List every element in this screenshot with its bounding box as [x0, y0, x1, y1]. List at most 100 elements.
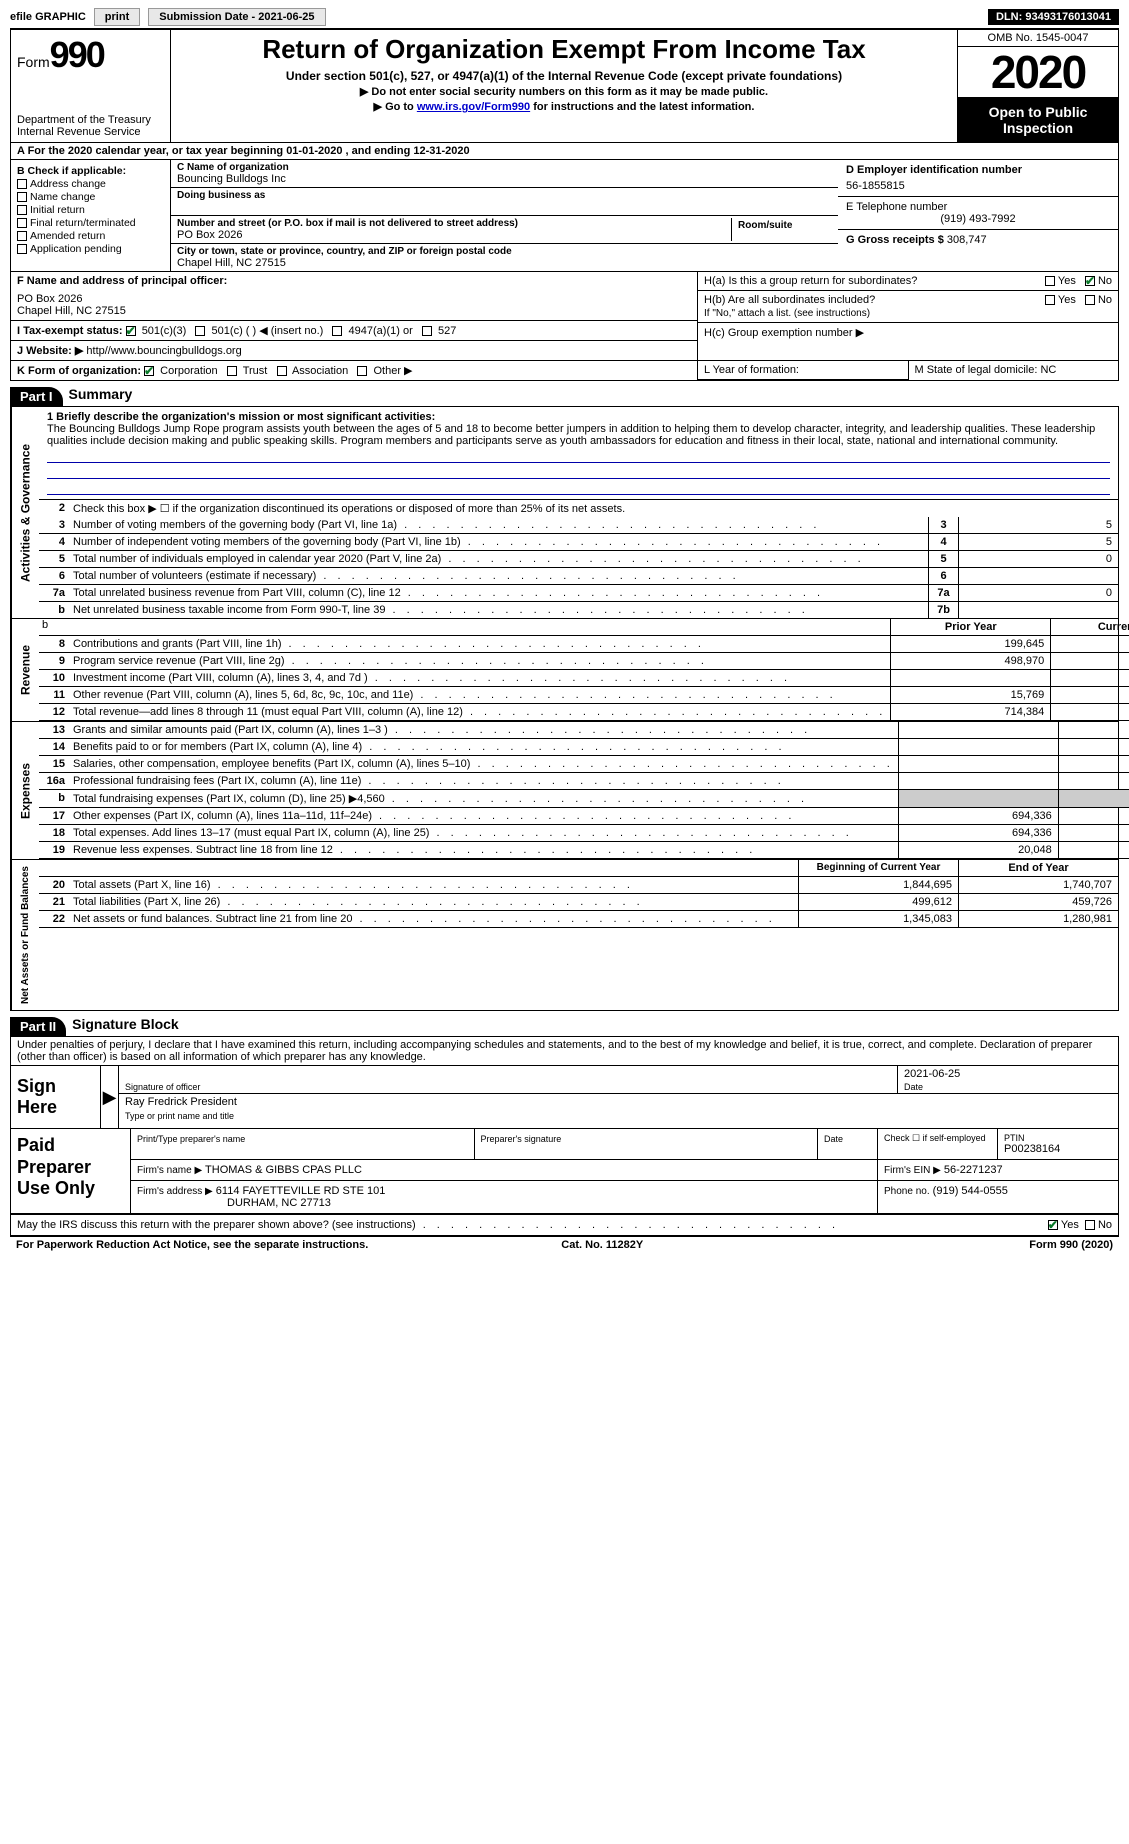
chk-corporation[interactable] [144, 366, 154, 376]
discuss-yes[interactable] [1048, 1220, 1058, 1230]
print-button[interactable]: print [94, 8, 140, 26]
box-m: M State of legal domicile: NC [909, 361, 1119, 380]
data-row: 17Other expenses (Part IX, column (A), l… [39, 808, 1129, 825]
data-row: 14Benefits paid to or for members (Part … [39, 739, 1129, 756]
ein-label: D Employer identification number [846, 164, 1110, 176]
hb-yes[interactable] [1045, 295, 1055, 305]
firm-addr1: 6114 FAYETTEVILLE RD STE 101 [216, 1185, 386, 1197]
officer-group-block: F Name and address of principal officer:… [10, 272, 1119, 361]
page-footer: For Paperwork Reduction Act Notice, see … [10, 1236, 1119, 1253]
chk-address-change[interactable]: Address change [17, 178, 164, 190]
ha-no[interactable] [1085, 276, 1095, 286]
activities-governance-section: Activities & Governance 1 Briefly descri… [10, 407, 1119, 619]
firm-addr-label: Firm's address ▶ [137, 1186, 213, 1197]
expenses-section: Expenses 13Grants and similar amounts pa… [10, 722, 1119, 860]
gross-receipts-label: G Gross receipts $ [846, 234, 944, 246]
chk-final-return[interactable]: Final return/terminated [17, 217, 164, 229]
org-name-label: C Name of organization [177, 162, 832, 173]
prep-name-label: Print/Type preparer's name [137, 1134, 245, 1144]
chk-association[interactable] [277, 366, 287, 376]
line-a-tax-year: A For the 2020 calendar year, or tax yea… [10, 143, 1119, 160]
irs-link[interactable]: www.irs.gov/Form990 [417, 101, 530, 113]
box-de: D Employer identification number 56-1855… [838, 160, 1118, 271]
note-ssn: ▶ Do not enter social security numbers o… [179, 85, 949, 98]
dln-label: DLN: 93493176013041 [988, 9, 1119, 25]
officer-name-title: Ray Fredrick President [125, 1096, 237, 1108]
perjury-declaration: Under penalties of perjury, I declare th… [10, 1037, 1119, 1066]
mission-text: The Bouncing Bulldogs Jump Rope program … [47, 423, 1110, 447]
name-title-label: Type or print name and title [125, 1111, 234, 1121]
discuss-no[interactable] [1085, 1220, 1095, 1230]
phone-value: (919) 493-7992 [846, 213, 1110, 225]
data-row: 15Salaries, other compensation, employee… [39, 756, 1129, 773]
sign-here-label: Sign Here [11, 1066, 101, 1128]
form-title: Return of Organization Exempt From Incom… [179, 34, 949, 65]
form-subtitle: Under section 501(c), 527, or 4947(a)(1)… [179, 69, 949, 83]
sig-date-label: Date [904, 1082, 923, 1092]
dba-label: Doing business as [177, 190, 832, 201]
box-i: I Tax-exempt status: 501(c)(3) 501(c) ( … [11, 321, 697, 341]
footer-left: For Paperwork Reduction Act Notice, see … [16, 1239, 368, 1251]
sign-arrow-icon: ▶ [101, 1066, 119, 1128]
chk-name-change[interactable]: Name change [17, 191, 164, 203]
hb-no[interactable] [1085, 295, 1095, 305]
box-h: H(a) Is this a group return for subordin… [698, 272, 1118, 360]
signature-block: Sign Here ▶ Signature of officer 2021-06… [10, 1066, 1119, 1215]
chk-application-pending[interactable]: Application pending [17, 243, 164, 255]
form-header: Form990 Department of the Treasury Inter… [10, 29, 1119, 143]
box-b-header: B Check if applicable: [17, 165, 164, 177]
chk-other[interactable] [357, 366, 367, 376]
governance-row: 6Total number of volunteers (estimate if… [39, 568, 1118, 585]
revenue-section: Revenue b Prior Year Current Year 8Contr… [10, 619, 1119, 722]
department-label: Department of the Treasury Internal Reve… [17, 114, 164, 138]
form-990-page: efile GRAPHIC print Submission Date - 20… [0, 0, 1129, 1261]
firm-name-label: Firm's name ▶ [137, 1165, 202, 1176]
gross-receipts-value: 308,747 [947, 234, 987, 246]
data-row: 11Other revenue (Part VIII, column (A), … [39, 687, 1129, 704]
data-row: 8Contributions and grants (Part VIII, li… [39, 636, 1129, 653]
chk-4947[interactable] [332, 326, 342, 336]
discuss-preparer-row: May the IRS discuss this return with the… [10, 1215, 1119, 1236]
submission-date: Submission Date - 2021-06-25 [148, 8, 325, 26]
chk-amended-return[interactable]: Amended return [17, 230, 164, 242]
officer-addr1: PO Box 2026 [17, 293, 691, 305]
klm-block: K Form of organization: Corporation Trus… [10, 361, 1119, 381]
prep-sig-label: Preparer's signature [481, 1134, 562, 1144]
ptin-value: P00238164 [1004, 1143, 1112, 1155]
governance-row: bNet unrelated business taxable income f… [39, 602, 1118, 618]
firm-phone-value: (919) 544-0555 [933, 1185, 1008, 1197]
blank-header-cell: b [39, 619, 890, 635]
header-right: OMB No. 1545-0047 2020 Open to Public In… [958, 30, 1118, 142]
sig-date-value: 2021-06-25 [904, 1068, 960, 1080]
line2-text: Check this box ▶ ☐ if the organization d… [69, 500, 1118, 517]
chk-527[interactable] [422, 326, 432, 336]
chk-trust[interactable] [227, 366, 237, 376]
vtab-governance: Activities & Governance [11, 407, 39, 618]
check-self-employed[interactable]: Check ☐ if self-employed [878, 1129, 998, 1159]
addr-label: Number and street (or P.O. box if mail i… [177, 218, 731, 229]
chk-initial-return[interactable]: Initial return [17, 204, 164, 216]
chk-501c3[interactable] [126, 326, 136, 336]
paid-preparer-block: Paid Preparer Use Only Print/Type prepar… [11, 1129, 1118, 1214]
box-f: F Name and address of principal officer:… [11, 272, 698, 360]
firm-ein-value: 56-2271237 [944, 1164, 1003, 1176]
topbar: efile GRAPHIC print Submission Date - 20… [10, 8, 1119, 29]
governance-row: 3Number of voting members of the governi… [39, 517, 1118, 534]
hb-label: H(b) Are all subordinates included? [704, 294, 875, 306]
firm-name-value: THOMAS & GIBBS CPAS PLLC [205, 1164, 362, 1176]
omb-number: OMB No. 1545-0047 [958, 30, 1118, 47]
governance-row: 7aTotal unrelated business revenue from … [39, 585, 1118, 602]
ptin-label: PTIN [1004, 1133, 1112, 1143]
chk-501c[interactable] [195, 326, 205, 336]
governance-row: 5Total number of individuals employed in… [39, 551, 1118, 568]
vtab-expenses: Expenses [11, 722, 39, 859]
officer-label: F Name and address of principal officer: [17, 275, 691, 287]
header-left: Form990 Department of the Treasury Inter… [11, 30, 171, 142]
data-row: 20Total assets (Part X, line 16)1,844,69… [39, 877, 1118, 894]
box-l: L Year of formation: [698, 361, 909, 380]
data-row: 13Grants and similar amounts paid (Part … [39, 722, 1129, 739]
firm-phone-label: Phone no. [884, 1186, 930, 1197]
ha-yes[interactable] [1045, 276, 1055, 286]
city-label: City or town, state or province, country… [177, 246, 832, 257]
firm-addr2: DURHAM, NC 27713 [227, 1197, 871, 1209]
